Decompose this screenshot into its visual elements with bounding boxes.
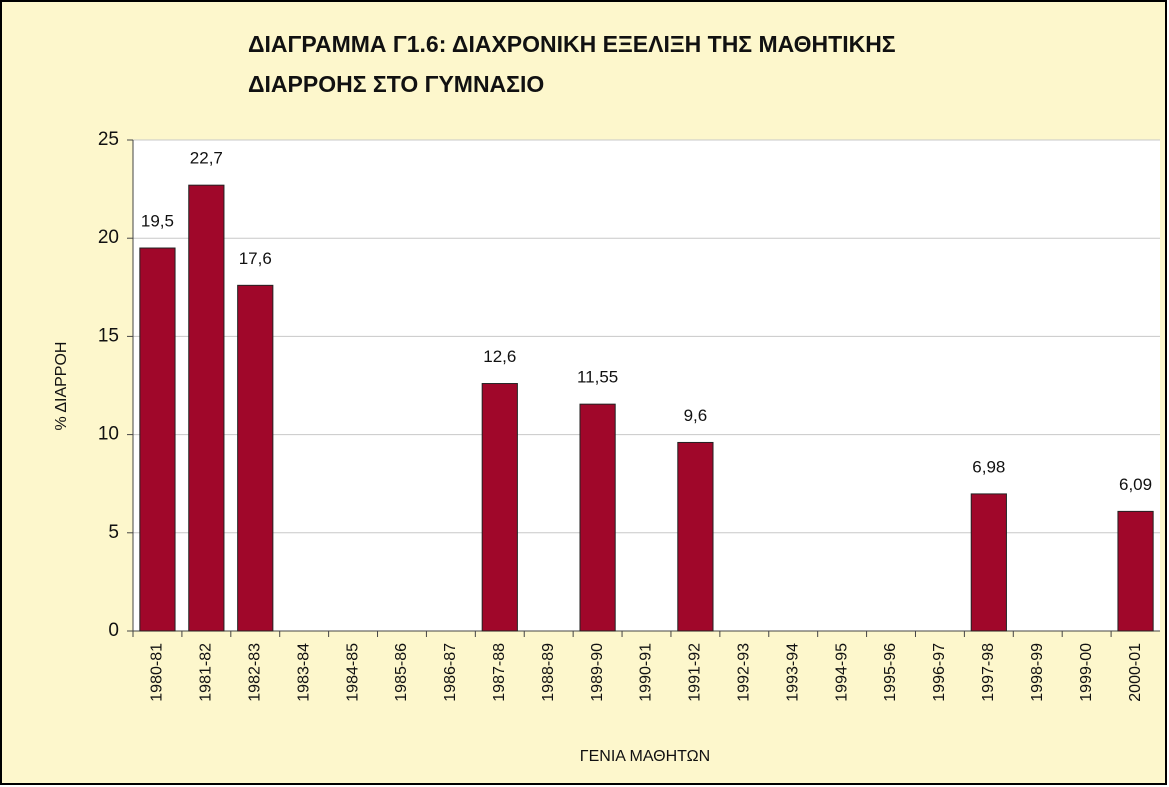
x-tick-label: 1982-83 — [246, 643, 263, 702]
x-tick-label: 1989-90 — [589, 643, 606, 702]
data-label: 19,5 — [141, 212, 174, 231]
bar — [188, 184, 225, 632]
x-tick-label: 1980-81 — [149, 643, 166, 702]
bar — [237, 284, 274, 632]
x-tick-label: 1986-87 — [442, 643, 459, 702]
bar — [579, 403, 616, 632]
bar — [481, 383, 518, 632]
x-tick-label: 1984-85 — [344, 643, 361, 702]
bar — [970, 493, 1007, 632]
x-tick-label: 1991-92 — [687, 643, 704, 702]
y-tick-label: 15 — [98, 325, 119, 346]
data-label: 6,98 — [972, 457, 1005, 476]
x-tick-label: 1999-00 — [1078, 643, 1095, 702]
y-tick-label: 10 — [98, 424, 119, 445]
bar — [1117, 510, 1154, 632]
x-tick-label: 1997-98 — [980, 643, 997, 702]
data-label: 12,6 — [483, 347, 516, 366]
chart-title: ΔΙΑΡΡΟΗΣ ΣΤΟ ΓΥΜΝΑΣΙΟ — [248, 71, 544, 97]
x-tick-label: 1994-95 — [833, 643, 850, 702]
bar — [139, 247, 176, 632]
x-tick-label: 1990-91 — [638, 643, 655, 702]
x-tick-label: 2000-01 — [1127, 643, 1144, 702]
data-label: 22,7 — [190, 149, 223, 168]
x-tick-label: 1998-99 — [1029, 643, 1046, 702]
y-tick-label: 0 — [108, 620, 119, 641]
x-axis-label: ΓΕΝΙΑ ΜΑΘΗΤΩΝ — [580, 748, 710, 765]
y-tick-label: 25 — [98, 129, 119, 150]
x-tick-label: 1995-96 — [882, 643, 899, 702]
bar — [677, 441, 714, 632]
y-tick-label: 20 — [98, 227, 119, 248]
x-tick-label: 1983-84 — [295, 643, 312, 702]
data-label: 11,55 — [577, 368, 618, 387]
x-tick-label: 1987-88 — [491, 643, 508, 702]
data-label: 17,6 — [239, 249, 272, 268]
y-axis-label: % ΔΙΑΡΡΟΗ — [53, 342, 70, 431]
x-tick-label: 1993-94 — [784, 643, 801, 702]
x-tick-label: 1985-86 — [393, 643, 410, 702]
data-label: 9,6 — [684, 406, 708, 425]
x-tick-label: 1996-97 — [931, 643, 948, 702]
x-tick-label: 1981-82 — [198, 643, 215, 702]
x-tick-label: 1988-89 — [540, 643, 557, 702]
x-tick-label: 1992-93 — [736, 643, 753, 702]
y-tick-label: 5 — [108, 522, 119, 543]
data-label: 6,09 — [1119, 475, 1152, 494]
chart-title: ΔΙΑΓΡΑΜΜΑ Γ1.6: ΔΙΑΧΡΟΝΙΚΗ ΕΞΕΛΙΞΗ ΤΗΣ Μ… — [248, 31, 896, 57]
